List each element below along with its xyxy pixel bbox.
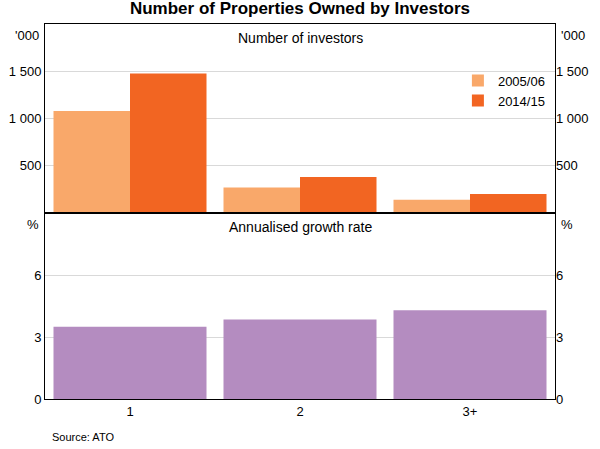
svg-text:1 500: 1 500 [556,64,589,79]
svg-text:'000: '000 [561,28,585,43]
svg-text:3: 3 [34,330,41,345]
svg-text:%: % [27,217,39,232]
svg-text:%: % [561,217,573,232]
svg-text:6: 6 [34,268,41,283]
svg-text:1 500: 1 500 [9,64,42,79]
svg-text:Source: ATO: Source: ATO [52,431,114,443]
svg-text:1: 1 [126,404,133,419]
svg-text:2014/15: 2014/15 [498,94,545,109]
svg-text:0: 0 [34,392,41,407]
svg-text:0: 0 [556,392,563,407]
svg-text:6: 6 [556,268,563,283]
svg-text:Number of Properties Owned by: Number of Properties Owned by Investors [130,0,470,18]
svg-text:'000: '000 [15,28,39,43]
svg-text:500: 500 [20,158,42,173]
svg-text:2005/06: 2005/06 [498,74,545,89]
svg-text:3+: 3+ [463,404,478,419]
svg-text:1 000: 1 000 [556,111,589,126]
svg-text:500: 500 [556,158,578,173]
svg-text:1 000: 1 000 [9,111,42,126]
svg-text:Number of investors: Number of investors [238,30,363,46]
svg-text:2: 2 [296,404,303,419]
svg-text:3: 3 [556,330,563,345]
svg-text:Annualised growth rate: Annualised growth rate [229,219,372,235]
